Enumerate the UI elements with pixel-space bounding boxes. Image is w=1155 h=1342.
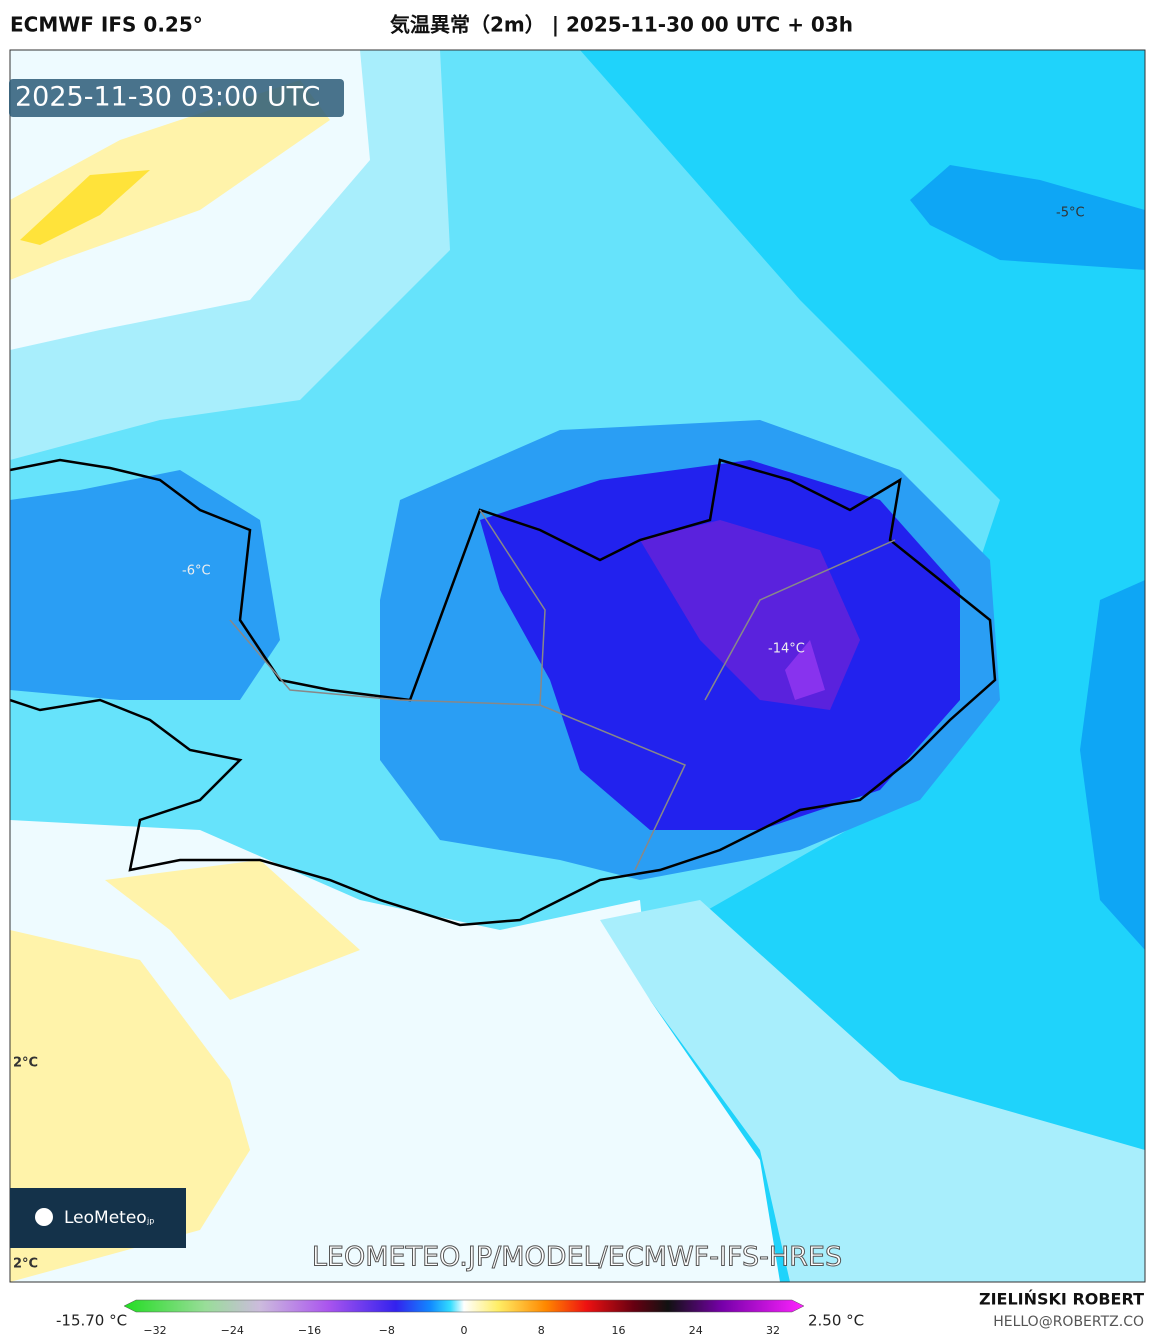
field-westfjords <box>10 470 280 700</box>
logo-suffix: jp <box>146 1217 154 1226</box>
logo-sun <box>35 1208 53 1226</box>
field-pale-s <box>600 900 1145 1282</box>
map-frame <box>9 49 1146 1283</box>
colorbar-tick-label: −32 <box>143 1324 166 1337</box>
region-borders <box>229 509 896 871</box>
field-warm <box>10 80 330 280</box>
author: ZIELIŃSKI ROBERT <box>979 1290 1144 1309</box>
coastline <box>10 458 997 927</box>
timestamp: 2025-11-30 03:00 UTC <box>15 82 320 113</box>
colorbar-tick-label: 24 <box>689 1324 703 1337</box>
colorbar-tick-label: −24 <box>221 1324 244 1337</box>
colorbar-tick-label: 32 <box>766 1324 780 1337</box>
logo-name: LeoMeteo <box>64 1208 147 1228</box>
colorbar-ticks: −32 −24 −16 −8 0 8 16 24 32 <box>143 1324 780 1337</box>
field-warm-s <box>105 860 360 1000</box>
watermark: LEOMETEO.JP/MODEL/ECMWF-IFS-HRES <box>312 1242 842 1273</box>
field-blue-ne <box>910 165 1145 270</box>
email: HELLO@ROBERTZ.CO <box>993 1314 1144 1330</box>
colorbar <box>123 1299 805 1313</box>
field-core <box>785 640 825 700</box>
colorbar-tick-label: −16 <box>298 1324 321 1337</box>
model-name: ECMWF IFS 0.25° <box>10 13 203 37</box>
colorbar-tick-label: 8 <box>538 1324 545 1337</box>
colorbar-tick-label: 16 <box>612 1324 626 1337</box>
field-warmer <box>20 170 150 245</box>
colorbar-max: 2.50 °C <box>808 1312 864 1330</box>
map-title: 気温異常（2m） | 2025-11-30 00 UTC + 03h <box>390 13 853 37</box>
timestamp-box <box>9 79 344 117</box>
contour-label: 2°C <box>13 1257 38 1272</box>
field-blue-e <box>1080 580 1145 950</box>
colorbar-tick-label: −8 <box>379 1324 395 1337</box>
contour-label: -5°C <box>1056 206 1085 221</box>
colorbar-tick-label: 0 <box>461 1324 468 1337</box>
map <box>10 50 1145 1282</box>
contour-label: -6°C <box>182 564 211 579</box>
contour-label: -14°C <box>768 642 805 657</box>
contour-label: 2°C <box>13 1056 38 1071</box>
colorbar-min: -15.70 °C <box>56 1312 127 1330</box>
